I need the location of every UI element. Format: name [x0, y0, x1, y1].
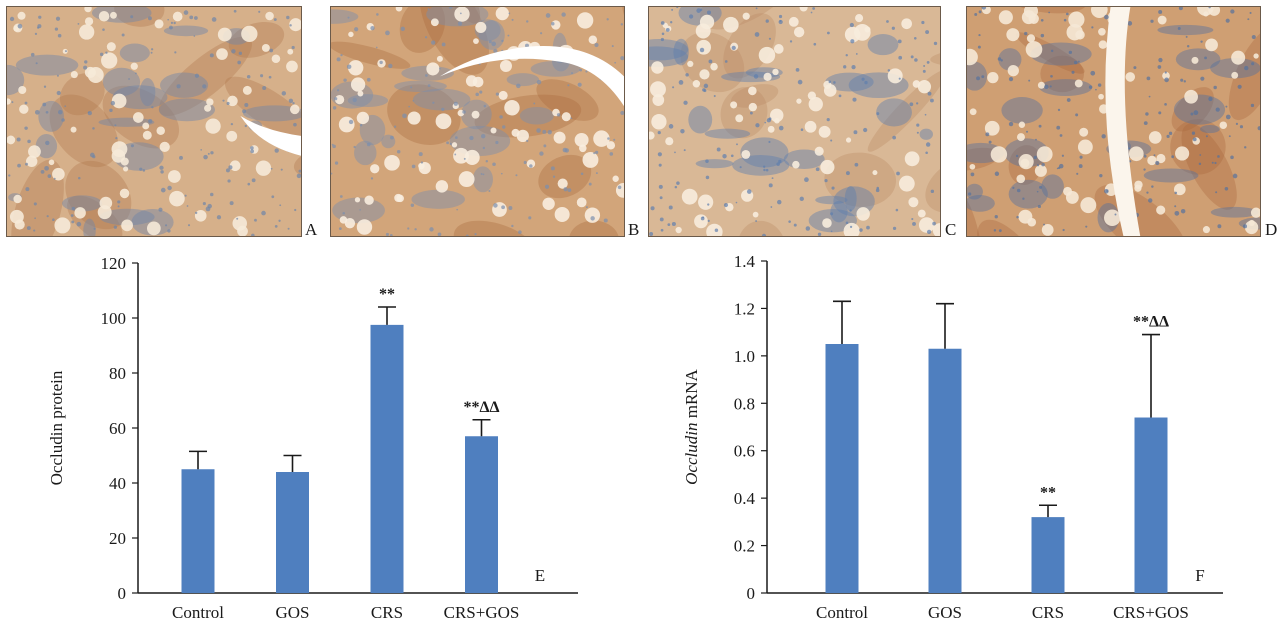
y-tick-label: 0.2: [734, 537, 755, 556]
bar: [1031, 517, 1065, 593]
bar: [928, 348, 962, 593]
bar: [370, 324, 404, 593]
panel-label: F: [1195, 566, 1204, 585]
y-tick-label: 20: [109, 529, 126, 548]
bar: [1134, 417, 1168, 593]
y-axis-label: Occludin mRNA: [682, 368, 701, 484]
y-tick-label: 1.0: [734, 347, 755, 366]
panel-label-d: D: [1265, 220, 1278, 239]
y-tick-label: 0.8: [734, 394, 755, 413]
significance-label: **: [1040, 484, 1056, 501]
bar: [276, 472, 309, 593]
significance-label: **ΔΔ: [463, 399, 499, 416]
micrograph-d-image: [967, 7, 1260, 236]
y-tick-label: 1.4: [734, 252, 756, 271]
y-tick-label: 0.6: [734, 442, 755, 461]
significance-label: **ΔΔ: [1133, 314, 1169, 331]
x-tick-label: CRS: [371, 603, 403, 622]
bar: [825, 344, 859, 593]
x-tick-label: CRS: [1032, 603, 1064, 622]
bar: [465, 436, 498, 593]
y-tick-label: 40: [109, 474, 126, 493]
panel-label-b: B: [628, 220, 640, 239]
y-tick-label: 120: [101, 254, 127, 273]
y-tick-label: 0: [118, 584, 127, 603]
micrograph-a: [6, 6, 302, 237]
micrograph-b: [330, 6, 625, 237]
y-tick-label: 0: [747, 584, 756, 603]
y-tick-label: 80: [109, 364, 126, 383]
x-tick-label: Control: [172, 603, 224, 622]
x-tick-label: Control: [816, 603, 868, 622]
occludin-mrna-chart: 0 0.2 0.4 0.6 0.8 1.0 1.2 1.4 Occludin mRNA Contr…: [682, 252, 1223, 622]
micrograph-c-image: [649, 7, 940, 236]
micrograph-d: [966, 6, 1261, 237]
occludin-protein-chart: 0 20 40 60 80 100 120 Occludin protein Control GO…: [47, 254, 578, 622]
x-tick-label: CRS+GOS: [1113, 603, 1189, 622]
y-axis-label: Occludin protein: [47, 370, 66, 485]
x-tick-label: GOS: [275, 603, 309, 622]
micrograph-a-image: [7, 7, 301, 236]
micrograph-b-image: [331, 7, 624, 236]
y-tick-label: 100: [101, 309, 127, 328]
panel-label-c: C: [945, 220, 957, 239]
y-tick-label: 1.2: [734, 299, 755, 318]
significance-label: **: [379, 286, 395, 303]
bar: [181, 469, 215, 593]
panel-label-a: A: [305, 220, 318, 239]
y-tick-label: 60: [109, 419, 126, 438]
y-tick-label: 0.4: [734, 489, 756, 508]
x-tick-label: CRS+GOS: [444, 603, 520, 622]
micrograph-c: [648, 6, 941, 237]
panel-label: E: [535, 566, 545, 585]
x-tick-label: GOS: [928, 603, 962, 622]
